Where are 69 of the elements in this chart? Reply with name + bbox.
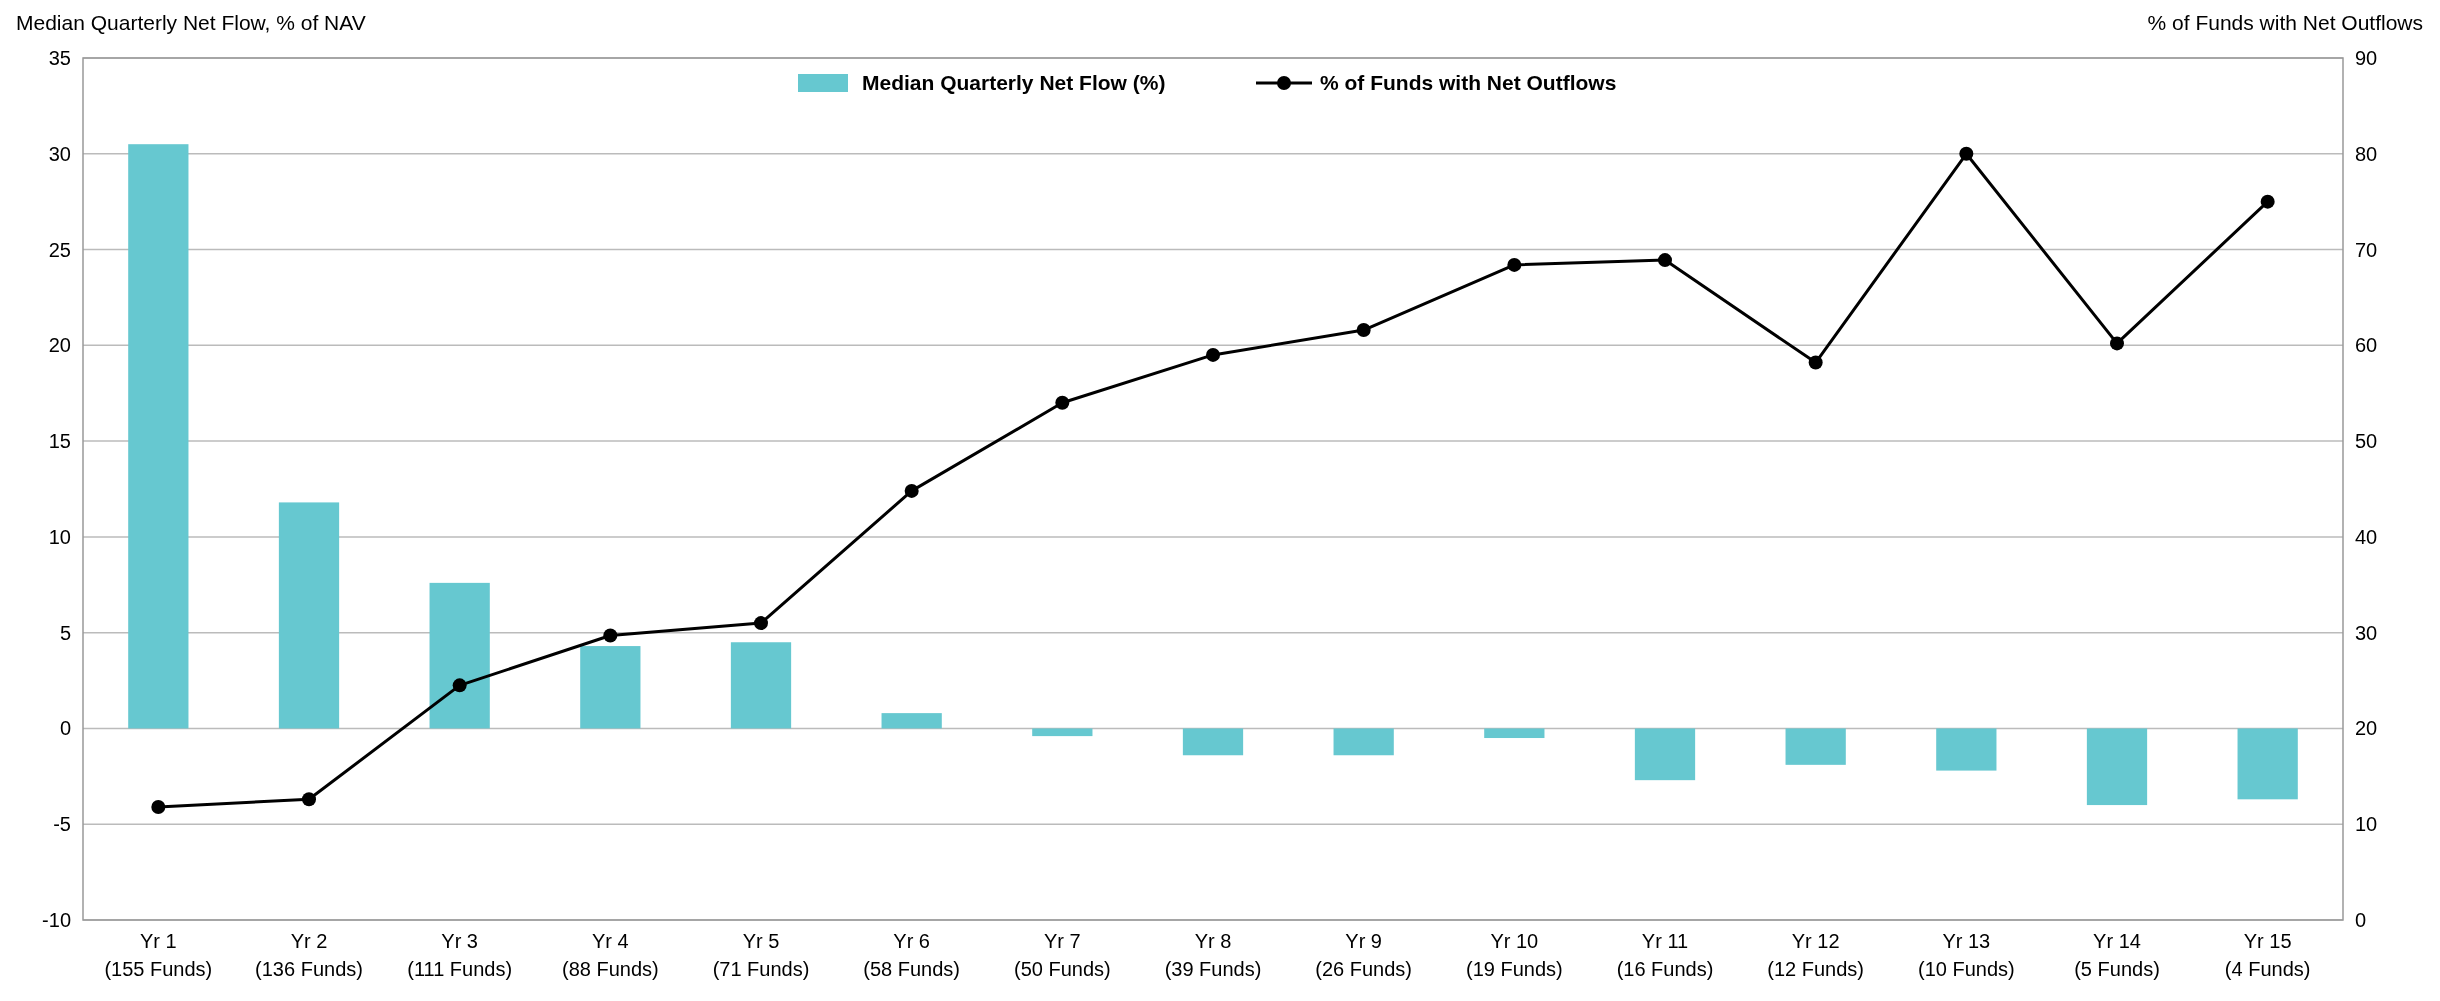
point [1055,395,1070,410]
bar [1182,728,1244,756]
x-tick-label: Yr 5 (71 Funds) [712,930,810,980]
bar [881,713,942,729]
bar [730,642,792,729]
point [452,678,467,693]
bar [1936,728,1997,771]
y-tick-label: 5 [59,621,71,644]
y2-tick-label: 50 [2355,430,2378,453]
point [2110,336,2124,351]
y2-tick-label: 90 [2355,47,2378,69]
x-tick-label: Yr 11 (16 Funds) [1616,930,1714,980]
x-tick-label: Yr 6 (58 Funds) [863,930,961,980]
point [2260,194,2275,209]
y-tick-label: -5 [53,813,71,836]
point [1356,323,1371,338]
point [754,616,768,631]
x-tick-label: Yr 1 (155 Funds) [104,930,213,980]
bar [429,582,490,729]
x-tick-label: Yr 8 (39 Funds) [1164,930,1262,980]
point [1658,253,1672,268]
bar [1484,728,1545,739]
point [151,799,166,814]
x-tick-label: Yr 2 (136 Funds) [255,930,363,980]
x-tick-label: Yr 10 (19 Funds) [1465,930,1563,980]
x-tick-label: Yr 12 (12 Funds) [1767,930,1865,980]
point [904,483,919,498]
y2-tick-label: 80 [2355,142,2378,165]
bar [1032,728,1093,737]
x-tick-label: Yr 14 (5 Funds) [2074,930,2160,980]
legend-label: Median Quarterly Net Flow (%) [862,71,1166,95]
point [1808,355,1823,370]
y2-tick-label: 60 [2355,334,2378,357]
x-tick-label: Yr 13 (10 Funds) [1917,930,2015,980]
y-tick-label: 10 [48,525,71,548]
point [1507,257,1522,272]
bar [1785,728,1846,765]
x-tick-label: Yr 4 (88 Funds) [561,930,659,980]
y-tick-label: -10 [42,909,71,931]
bar [2086,728,2148,806]
bar [128,144,189,729]
y2-tick-label: 10 [2355,813,2378,836]
bar [1333,728,1394,756]
bar [278,502,340,729]
y2-tick-label: 70 [2355,238,2378,261]
y2-tick-label: 0 [2355,909,2367,931]
x-tick-label: Yr 15 (4 Funds) [2224,930,2311,980]
legend-label: % of Funds with Net Outflows [1320,71,1617,95]
y-tick-label: 0 [59,717,71,740]
y2-tick-label: 30 [2355,621,2378,644]
y-tick-label: 35 [48,47,71,69]
point [1959,146,1974,161]
y2-tick-label: 20 [2355,717,2378,740]
x-tick-label: Yr 9 (26 Funds) [1315,930,1413,980]
bar [2237,728,2298,800]
point [603,628,618,643]
x-tick-label: Yr 3 (111 Funds) [407,930,513,980]
bar [1634,728,1696,781]
y-axis-title: Median Quarterly Net Flow, % of NAV [16,11,366,34]
x-tick-label: Yr 7 (50 Funds) [1013,930,1111,980]
y2-tick-label: 40 [2355,525,2378,548]
y-tick-label: 25 [48,238,71,261]
y-tick-label: 20 [48,334,71,357]
point [302,792,316,807]
y-tick-label: 30 [48,142,71,165]
bar [580,646,641,729]
y-tick-label: 15 [48,430,71,453]
y2-axis-title: % of Funds with Net Outflows [2147,11,2423,34]
point [1206,347,1220,362]
